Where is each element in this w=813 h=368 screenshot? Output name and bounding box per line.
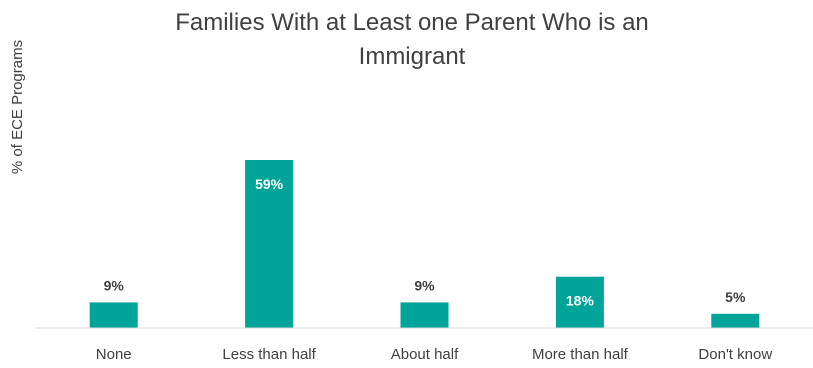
x-tick-label-1: None xyxy=(96,346,132,363)
x-tick-label-4: More than half xyxy=(532,346,629,363)
data-label-5: 5% xyxy=(725,289,746,305)
data-label-4: 18% xyxy=(566,293,595,309)
bar-2 xyxy=(245,160,294,328)
bar-1 xyxy=(89,302,138,328)
y-axis-label: % of ECE Programs xyxy=(9,40,26,174)
data-label-2: 59% xyxy=(255,176,284,192)
x-tick-label-2: Less than half xyxy=(222,346,316,363)
chart-title-line-1: Families With at Least one Parent Who is… xyxy=(175,9,649,36)
x-tick-labels: None Less than half About half More than ha… xyxy=(96,346,773,363)
x-tick-label-3: About half xyxy=(391,346,459,363)
bar-4 xyxy=(555,276,604,328)
bar-3 xyxy=(400,302,449,328)
x-tick-label-5: Don't know xyxy=(698,346,772,363)
data-label-1: 9% xyxy=(104,277,125,293)
data-label-3: 9% xyxy=(414,277,435,293)
bar-5 xyxy=(711,313,760,328)
bars-group: 9% 59% 9% 18% 5% xyxy=(89,160,760,328)
chart-title-line-2: Immigrant xyxy=(359,43,466,70)
